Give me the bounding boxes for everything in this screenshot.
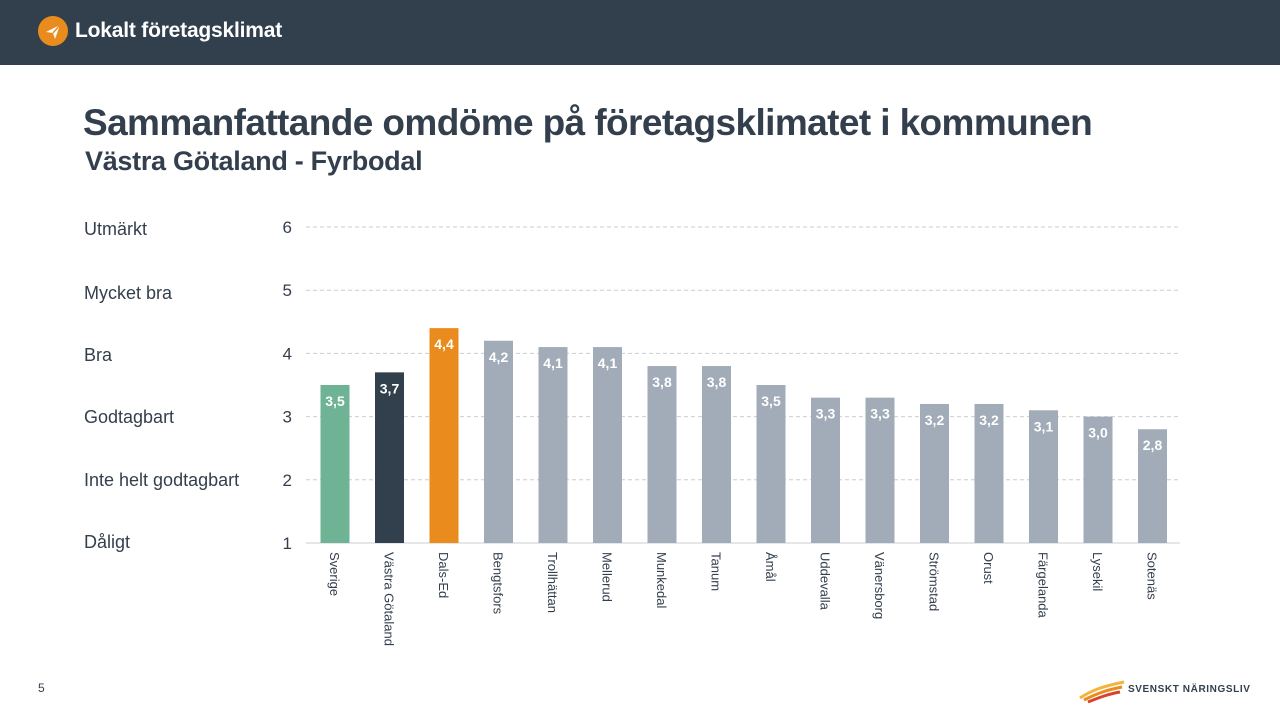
category-label: Vänersborg [872, 552, 887, 619]
bar [484, 340, 513, 543]
category-label: Färgelanda [1036, 552, 1051, 619]
category-label: Uddevalla [818, 552, 833, 611]
category-label: Västra Götaland [382, 552, 397, 646]
category-label: Trollhättan [545, 552, 560, 613]
category-label: Lysekil [1090, 552, 1105, 591]
bar-value-label: 4,2 [489, 349, 509, 365]
bar [375, 372, 404, 543]
category-label: Strömstad [927, 552, 942, 611]
rating-label-inte-helt-godtagbart: Inte helt godtagbart [84, 470, 240, 490]
bar [1029, 410, 1058, 543]
y-tick-label: 1 [283, 534, 292, 553]
category-label: Dals-Ed [436, 552, 451, 598]
category-label: Tanum [709, 552, 724, 591]
bar [756, 385, 786, 543]
bar-value-label: 4,4 [434, 336, 454, 352]
bar-value-label: 3,2 [979, 412, 999, 428]
brand-name: Lokalt företagsklimat [75, 19, 283, 42]
bar-value-label: 3,2 [925, 412, 945, 428]
y-tick-label: 5 [283, 281, 292, 300]
bar-value-label: 3,0 [1088, 425, 1108, 441]
bar-value-label: 3,8 [707, 374, 727, 390]
bar-value-label: 3,1 [1034, 418, 1054, 434]
rating-label-bra: Bra [84, 345, 113, 365]
bar [811, 397, 840, 543]
slide-subtitle: Västra Götaland - Fyrbodal [85, 146, 423, 176]
bar-value-label: 3,8 [652, 374, 672, 390]
bar [974, 403, 1004, 543]
y-tick-label: 6 [283, 218, 292, 237]
bar-value-label: 3,3 [870, 406, 890, 422]
bar-value-label: 3,3 [816, 406, 836, 422]
bar-value-label: 3,5 [761, 393, 781, 409]
bar [647, 366, 677, 543]
y-tick-label: 3 [283, 408, 292, 427]
bar [865, 397, 895, 543]
category-label: Mellerud [600, 552, 615, 602]
slide-title: Sammanfattande omdöme på företagsklimate… [83, 102, 1093, 143]
category-label: Orust [981, 552, 996, 584]
bar-value-label: 3,7 [380, 380, 400, 396]
category-label: Sverige [327, 552, 342, 596]
paper-plane-icon [38, 16, 68, 46]
category-label: Munkedal [654, 552, 669, 608]
bar [1083, 416, 1113, 543]
logo-text: SVENSKT NÄRINGSLIV [1128, 684, 1251, 695]
header-bar: Lokalt företagsklimat [0, 0, 1280, 65]
svenskt-naringsliv-logo-icon [1079, 680, 1125, 704]
bar [1138, 429, 1167, 543]
bar [920, 403, 949, 543]
y-tick-label: 2 [283, 471, 292, 490]
category-label: Åmål [763, 552, 778, 582]
bar-value-label: 2,8 [1143, 437, 1163, 453]
rating-label-daligt: Dåligt [84, 532, 131, 552]
rating-label-godtagbart: Godtagbart [84, 407, 175, 427]
category-label: Bengtsfors [491, 552, 506, 615]
rating-label-utmarkt: Utmärkt [84, 219, 147, 239]
bar-value-label: 3,5 [325, 393, 345, 409]
y-tick-label: 4 [283, 344, 292, 363]
bar-value-label: 4,1 [598, 355, 618, 371]
bar [593, 347, 622, 543]
page-number: 5 [38, 681, 45, 695]
bar [702, 366, 731, 543]
bar [538, 347, 568, 543]
bar [320, 385, 350, 543]
bar-value-label: 4,1 [543, 355, 563, 371]
bar [429, 328, 459, 543]
rating-label-mycket-bra: Mycket bra [84, 283, 173, 303]
category-label: Sotenäs [1145, 552, 1160, 600]
